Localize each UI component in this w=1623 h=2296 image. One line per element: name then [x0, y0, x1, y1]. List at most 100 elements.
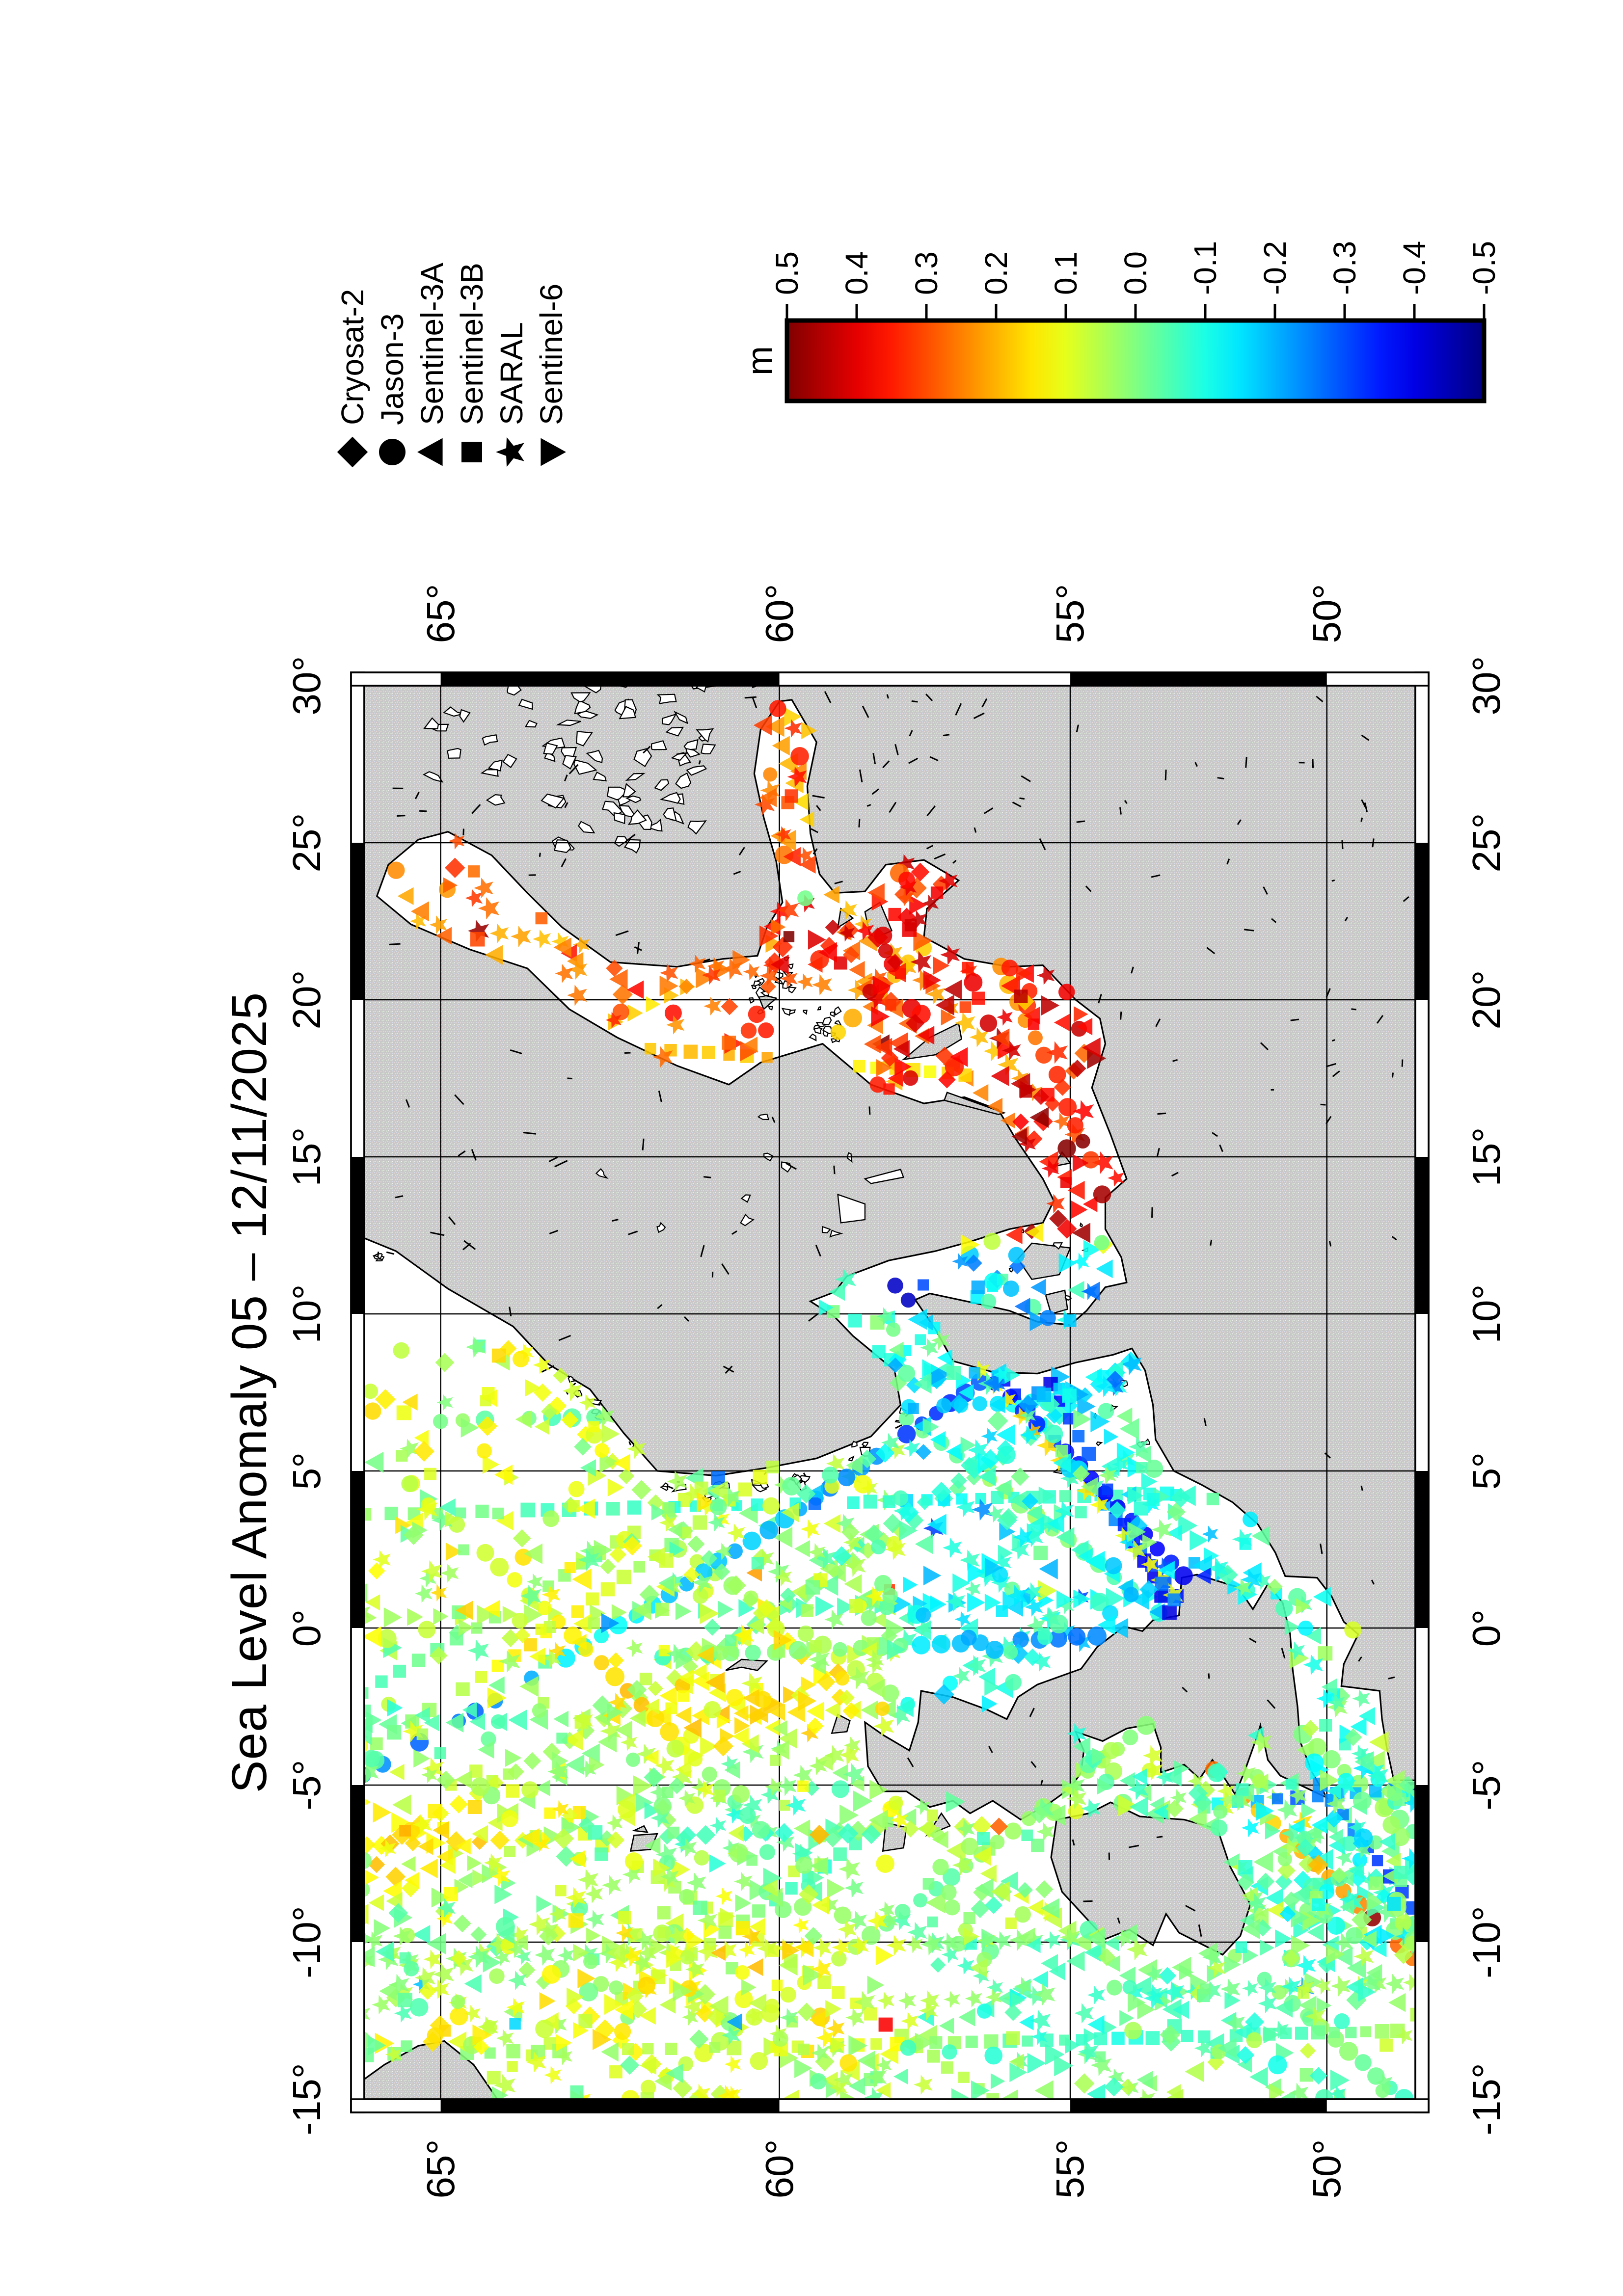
lon-tick-label-top: -5° — [285, 1760, 328, 1811]
data-point-triangle — [1009, 2062, 1028, 2082]
data-point-triangle — [705, 1672, 725, 1693]
data-point-square — [491, 1659, 504, 1672]
data-point-square — [972, 991, 985, 1005]
terrain-stroke — [1226, 858, 1230, 865]
data-point-star — [981, 1427, 998, 1445]
data-point-square — [1146, 1493, 1160, 1506]
data-point-star — [969, 1027, 989, 1047]
data-point-diamond — [1057, 1219, 1077, 1239]
data-point-circle — [364, 1851, 372, 1869]
data-point-circle — [912, 1636, 931, 1655]
small-lake — [543, 742, 558, 755]
data-point-circle — [1315, 2089, 1333, 2099]
data-point-star — [906, 1935, 923, 1953]
terrain-stroke — [862, 705, 869, 718]
data-point-triangle — [980, 1865, 997, 1883]
terrain-stroke — [943, 734, 950, 737]
small-lake — [687, 820, 707, 835]
data-point-star — [964, 1580, 981, 1598]
data-point-circle — [1102, 1742, 1120, 1760]
data-point-triangle — [759, 925, 779, 947]
terrain-stroke — [1401, 1059, 1404, 1067]
data-point-star — [650, 1808, 670, 1828]
data-point-triangle — [903, 1576, 918, 1593]
data-point-square — [639, 1672, 652, 1685]
data-point-triangle — [1104, 1935, 1119, 1951]
data-point-triangle — [795, 1937, 814, 1957]
data-point-triangle — [433, 1821, 449, 1840]
terrain-stroke — [871, 788, 879, 795]
data-point-square — [578, 2014, 593, 2029]
data-point-triangle — [700, 1736, 718, 1757]
data-point-star — [1074, 2003, 1094, 2024]
archipelago-islet — [1080, 1222, 1083, 1228]
terrain-stroke — [564, 802, 568, 808]
terrain-stroke — [1131, 966, 1134, 974]
data-point-triangle — [1321, 1678, 1337, 1696]
data-point-star — [721, 1755, 738, 1773]
data-point-triangle — [402, 1393, 418, 1411]
data-point-star — [1234, 1578, 1251, 1597]
data-point-star — [1029, 2009, 1051, 2032]
data-point-triangle — [864, 1035, 881, 1054]
data-point-circle — [1367, 2067, 1385, 2085]
terrain-stroke — [1320, 1103, 1326, 1106]
data-point-triangle — [1118, 1794, 1138, 1816]
data-point-triangle — [825, 1702, 840, 1719]
data-point-star — [707, 1513, 725, 1532]
data-point-star — [770, 901, 789, 922]
small-lake — [482, 734, 498, 746]
data-point-diamond — [726, 1575, 746, 1596]
archipelago-islet — [768, 1006, 773, 1011]
data-point-triangle — [900, 1808, 917, 1826]
data-point-circle — [1012, 1631, 1029, 1648]
data-point-circle — [688, 1752, 703, 1767]
data-point-triangle — [1195, 1567, 1211, 1584]
data-point-star — [886, 1935, 906, 1956]
data-point-triangle — [857, 2051, 875, 2071]
data-point-circle — [879, 1600, 894, 1615]
data-point-diamond — [368, 1562, 385, 1579]
data-point-diamond — [375, 1389, 396, 1410]
data-point-triangle — [784, 707, 802, 726]
data-point-diamond — [806, 1717, 824, 1735]
data-point-star — [562, 1380, 583, 1402]
data-point-square — [568, 1913, 583, 1928]
data-point-star — [448, 832, 465, 850]
data-point-triangle — [823, 1514, 841, 1533]
data-point-circle — [1028, 1030, 1043, 1045]
data-point-triangle — [1073, 1589, 1090, 1608]
data-point-square — [849, 1599, 864, 1613]
data-point-star — [1151, 1519, 1172, 1541]
legend-label: Sentinel-3B — [454, 263, 489, 425]
data-point-circle — [1122, 1729, 1138, 1745]
data-point-circle — [886, 1536, 902, 1551]
terrain-stroke — [738, 847, 745, 855]
data-point-circle — [1275, 1600, 1293, 1617]
data-point-star — [1036, 1434, 1058, 1457]
data-point-triangle — [1066, 1950, 1085, 1972]
lon-tick-label-bottom: -15° — [1464, 2063, 1508, 2136]
data-point-diamond — [713, 1563, 730, 1580]
data-point-square — [735, 1921, 751, 1936]
data-point-star — [1403, 1974, 1415, 1992]
data-point-diamond — [757, 1599, 775, 1617]
data-point-star — [1032, 1797, 1054, 1820]
data-point-triangle — [683, 1718, 702, 1738]
data-point-triangle — [869, 1780, 888, 1800]
data-point-triangle — [1299, 1996, 1317, 2015]
data-point-triangle — [762, 1605, 780, 1625]
data-point-star — [1067, 1723, 1087, 1744]
terrain-stroke — [858, 819, 861, 828]
data-point-square — [1312, 1898, 1325, 1911]
data-point-triangle — [614, 1999, 634, 2020]
data-point-star — [666, 1644, 685, 1664]
terrain-stroke — [1206, 947, 1216, 955]
data-point-triangle — [1096, 1259, 1113, 1279]
data-point-circle — [1145, 1459, 1163, 1478]
data-point-square — [616, 1570, 631, 1584]
data-point-star — [1010, 1540, 1029, 1560]
lon-tick-label-bottom: 25° — [1464, 813, 1508, 873]
data-point-diamond — [1403, 1866, 1415, 1886]
data-point-circle — [640, 2080, 656, 2095]
